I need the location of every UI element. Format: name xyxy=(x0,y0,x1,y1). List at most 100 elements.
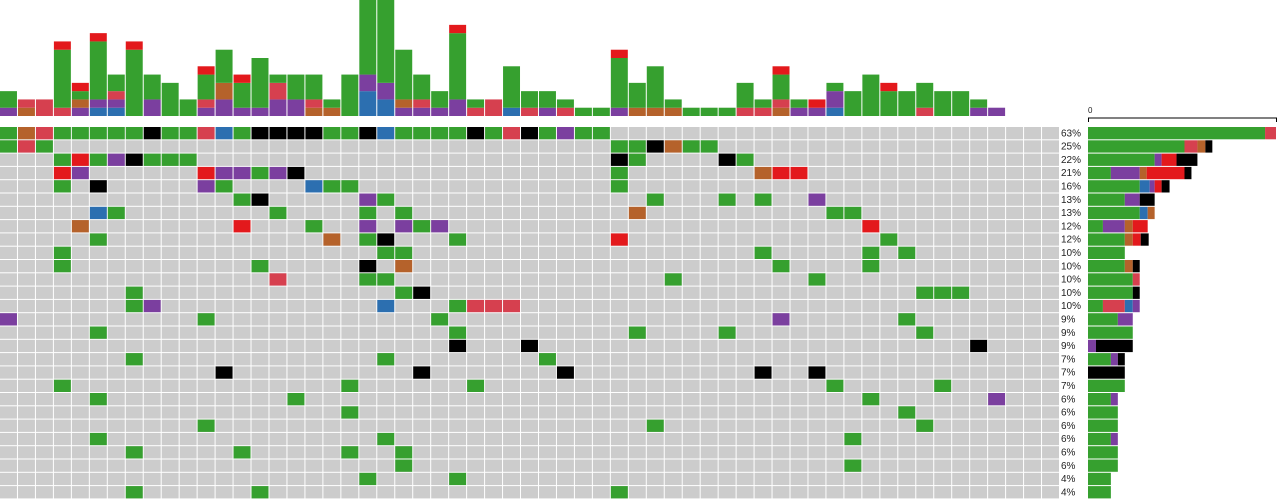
empty-cell xyxy=(790,472,808,486)
empty-cell xyxy=(718,246,736,259)
sample-bar-segment xyxy=(323,99,341,108)
empty-cell xyxy=(592,419,610,432)
empty-cell xyxy=(934,193,952,206)
empty-cell xyxy=(826,432,844,446)
empty-cell xyxy=(251,140,269,153)
empty-cell xyxy=(934,486,952,499)
empty-cell xyxy=(377,339,395,353)
empty-cell xyxy=(287,246,305,259)
empty-cell xyxy=(808,472,826,486)
empty-cell xyxy=(826,273,844,286)
empty-cell xyxy=(143,180,161,193)
empty-cell xyxy=(89,286,107,299)
empty-cell xyxy=(700,472,718,486)
empty-cell xyxy=(125,406,143,419)
empty-cell xyxy=(1042,406,1059,419)
empty-cell xyxy=(970,246,988,259)
empty-cell xyxy=(718,233,736,246)
empty-cell xyxy=(754,339,772,353)
empty-cell xyxy=(17,233,35,246)
empty-cell xyxy=(574,246,592,259)
empty-cell xyxy=(862,432,880,446)
empty-cell xyxy=(413,246,431,259)
alteration-cell xyxy=(826,379,844,392)
empty-cell xyxy=(89,339,107,353)
empty-cell xyxy=(628,393,646,406)
empty-cell xyxy=(1024,446,1042,459)
sample-bar-segment xyxy=(287,99,305,116)
empty-cell xyxy=(574,339,592,353)
empty-cell xyxy=(682,193,700,206)
empty-cell xyxy=(574,393,592,406)
empty-cell xyxy=(449,273,467,286)
empty-cell xyxy=(305,419,323,432)
empty-cell xyxy=(754,379,772,392)
empty-cell xyxy=(323,326,341,339)
empty-cell xyxy=(664,246,682,259)
empty-cell xyxy=(431,246,449,259)
alteration-cell xyxy=(610,486,628,499)
empty-cell xyxy=(988,206,1006,220)
empty-cell xyxy=(700,286,718,299)
empty-cell xyxy=(359,406,377,419)
alteration-cell xyxy=(628,206,646,220)
empty-cell xyxy=(718,313,736,326)
empty-cell xyxy=(431,273,449,286)
empty-cell xyxy=(988,472,1006,486)
empty-cell xyxy=(1024,140,1042,153)
empty-cell xyxy=(574,193,592,206)
percent-label: 16% xyxy=(1061,181,1081,192)
empty-cell xyxy=(1024,273,1042,286)
empty-cell xyxy=(610,419,628,432)
empty-cell xyxy=(1024,220,1042,233)
sample-bar-segment xyxy=(17,99,35,108)
empty-cell xyxy=(772,180,790,193)
gene-bar-segment xyxy=(1088,220,1103,233)
gene-bar-segment xyxy=(1088,299,1103,313)
empty-cell xyxy=(988,366,1006,379)
empty-cell xyxy=(556,246,574,259)
empty-cell xyxy=(988,286,1006,299)
empty-cell xyxy=(592,193,610,206)
empty-cell xyxy=(107,393,125,406)
sample-bar-segment xyxy=(143,74,161,100)
empty-cell xyxy=(934,472,952,486)
empty-cell xyxy=(898,486,916,499)
empty-cell xyxy=(556,472,574,486)
empty-cell xyxy=(0,273,17,286)
empty-cell xyxy=(646,286,664,299)
sample-bar-segment xyxy=(736,107,754,116)
empty-cell xyxy=(1024,339,1042,353)
empty-cell xyxy=(556,153,574,166)
empty-cell xyxy=(646,260,664,273)
empty-cell xyxy=(1042,459,1059,472)
gene-bar-segment xyxy=(1110,393,1118,406)
empty-cell xyxy=(107,446,125,459)
empty-cell xyxy=(646,459,664,472)
empty-cell xyxy=(71,286,89,299)
empty-cell xyxy=(71,193,89,206)
empty-cell xyxy=(269,193,287,206)
empty-cell xyxy=(1006,393,1024,406)
empty-cell xyxy=(269,153,287,166)
empty-cell xyxy=(269,313,287,326)
sample-bar-segment xyxy=(521,107,538,116)
empty-cell xyxy=(736,326,754,339)
empty-cell xyxy=(592,273,610,286)
empty-cell xyxy=(323,220,341,233)
alteration-cell xyxy=(143,127,161,140)
gene-bar-segment xyxy=(1132,233,1141,246)
empty-cell xyxy=(1042,379,1059,392)
empty-cell xyxy=(898,206,916,220)
empty-cell xyxy=(413,273,431,286)
empty-cell xyxy=(521,446,538,459)
empty-cell xyxy=(772,393,790,406)
empty-cell xyxy=(628,180,646,193)
empty-cell xyxy=(125,472,143,486)
empty-cell xyxy=(736,313,754,326)
empty-cell xyxy=(467,419,485,432)
empty-cell xyxy=(449,313,467,326)
empty-cell xyxy=(53,193,71,206)
empty-cell xyxy=(646,313,664,326)
sample-bar-segment xyxy=(71,107,89,116)
